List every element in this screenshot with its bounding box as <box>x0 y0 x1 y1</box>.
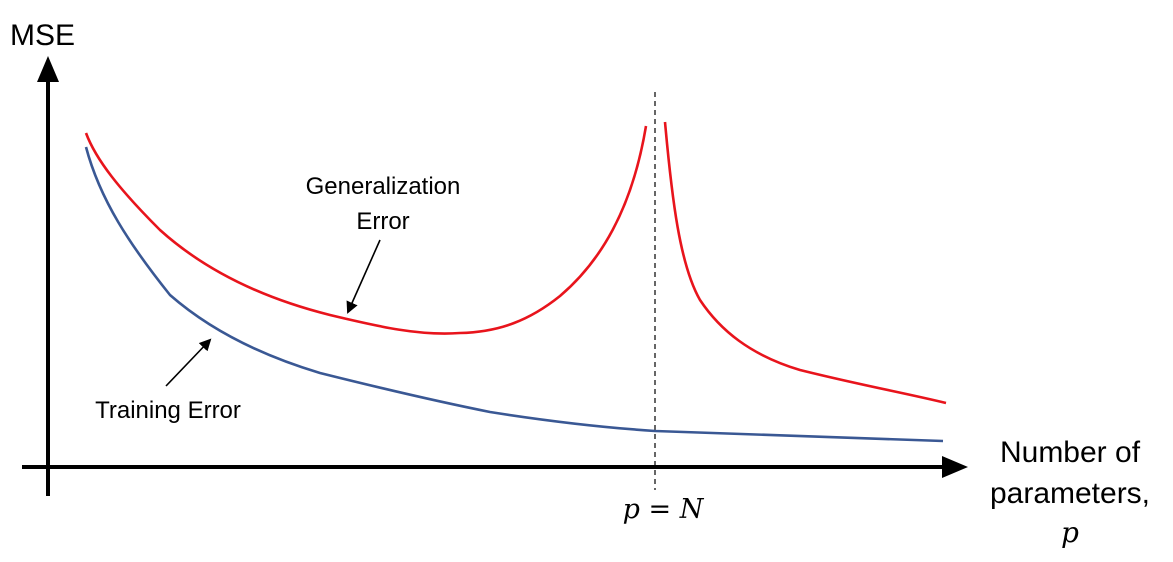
x-axis-label-line1: Number of <box>1000 436 1141 469</box>
generalization-label-line2: Error <box>356 208 409 235</box>
x-axis-arrowhead <box>942 456 968 478</box>
y-axis-label: MSE <box>10 19 75 52</box>
generalization-error-curve-right <box>663 121 947 405</box>
threshold-label: p = N <box>623 494 705 525</box>
training-pointer-arrow <box>165 338 212 387</box>
training-error-curve <box>84 146 944 443</box>
generalization-error-curve-left <box>84 125 648 335</box>
training-label: Training Error <box>95 397 241 424</box>
generalization-pointer-arrow <box>346 239 381 314</box>
generalization-label-line1: Generalization <box>306 173 461 200</box>
y-axis-arrowhead <box>37 56 59 82</box>
x-axis-label-line2: parameters, <box>990 477 1150 510</box>
x-axis-symbol: p <box>1061 516 1079 549</box>
